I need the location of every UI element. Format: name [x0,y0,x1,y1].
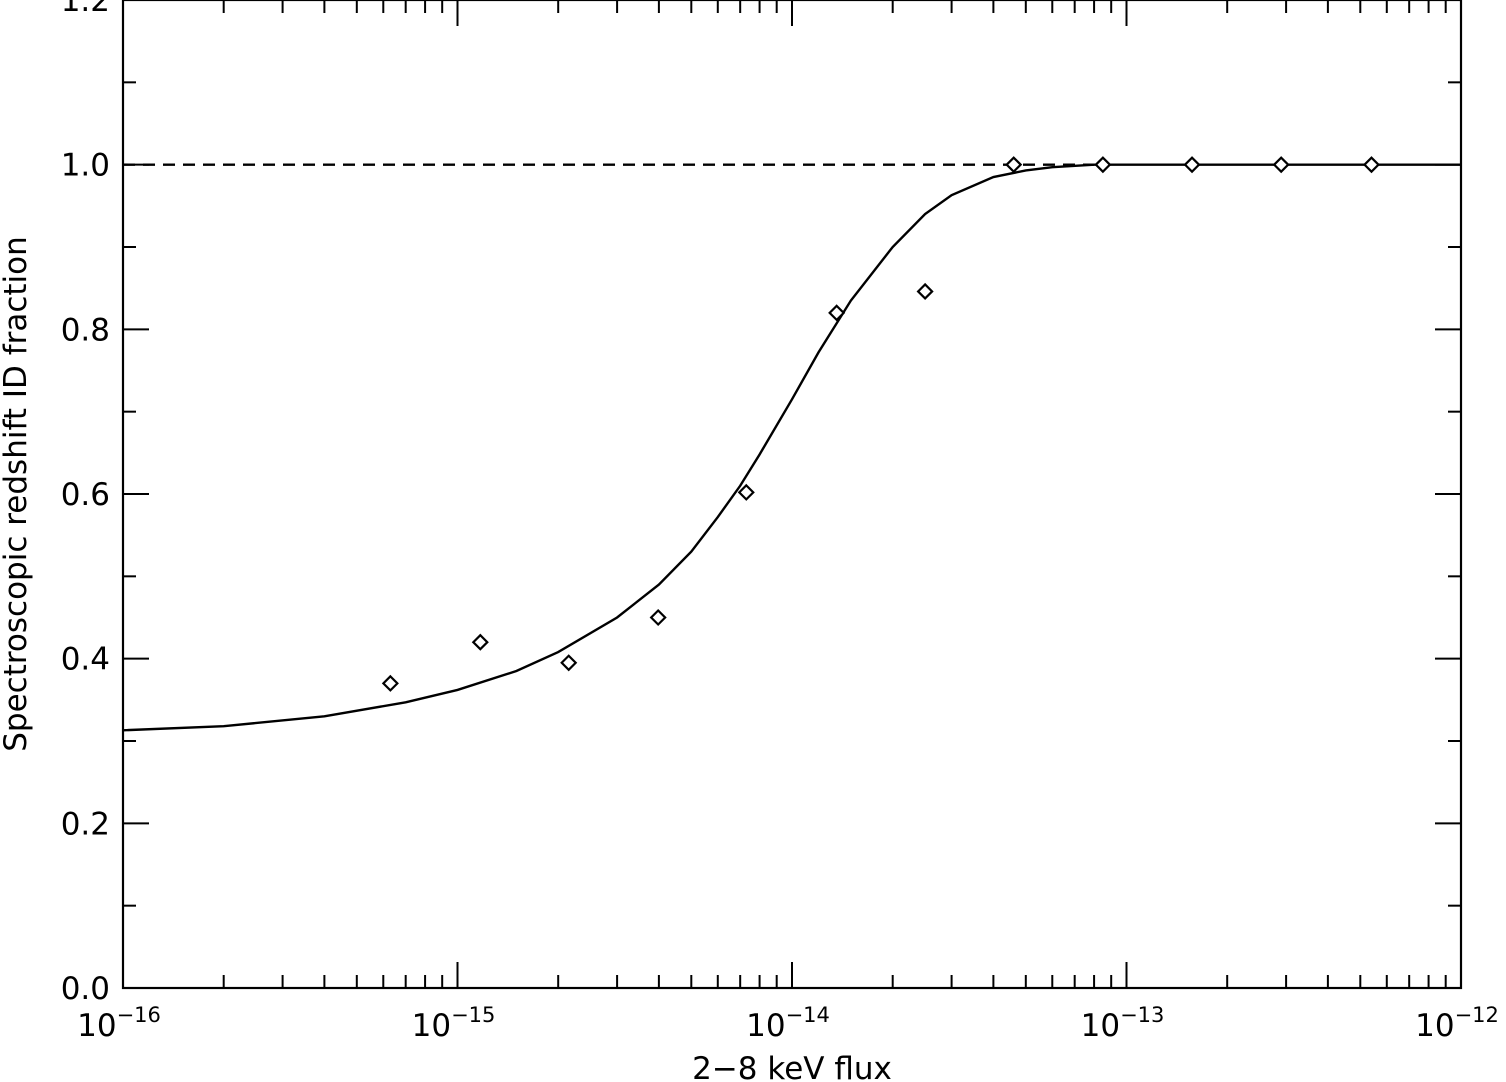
data-point [1362,156,1381,174]
y-tick-label: 1.0 [61,148,110,184]
data-point [1005,156,1023,174]
data-point [471,633,489,651]
data-point [381,674,399,692]
y-tick-label: 0.2 [61,806,110,842]
axis-ticks [122,0,1462,989]
x-axis-title: 2−8 keV flux [692,1051,892,1082]
y-tick-label: 1.2 [61,0,110,19]
y-tick-labels: 0.0 0.2 0.4 0.6 0.8 1.0 1.2 [61,0,110,1007]
data-point [1183,156,1201,174]
data-point [737,483,755,501]
data-point [560,654,578,672]
data-point [916,282,934,301]
y-tick-label: 0.6 [61,477,110,513]
data-point [1272,156,1290,174]
x-tick-label: 10−15 [412,1003,496,1044]
x-tick-label: 10−12 [1415,1003,1499,1044]
data-point [828,304,846,322]
y-tick-label: 0.4 [61,642,110,678]
series-layer [122,156,1461,732]
x-tick-label: 10−13 [1081,1003,1165,1044]
x-tick-label: 10−16 [77,1003,161,1044]
y-tick-label: 0.0 [61,971,110,1007]
x-tick-labels: 10−16 10−15 10−14 10−13 10−12 [77,1003,1499,1044]
plot-frame [121,0,1463,990]
x-tick-label: 10−14 [746,1003,830,1044]
y-axis-title: Spectroscopic redshift ID fraction [0,236,34,752]
fit-curve [122,163,1461,732]
y-tick-label: 0.8 [61,312,110,348]
data-point [649,608,667,627]
data-point [1094,156,1112,174]
